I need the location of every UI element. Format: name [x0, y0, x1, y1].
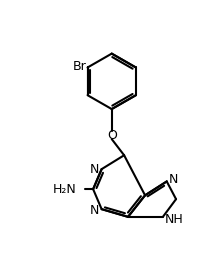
Text: Br: Br	[72, 60, 86, 73]
Text: N: N	[90, 204, 99, 217]
Text: O: O	[107, 129, 117, 142]
Text: H₂N: H₂N	[52, 183, 76, 196]
Text: NH: NH	[165, 213, 184, 226]
Text: N: N	[90, 163, 99, 176]
Text: N: N	[168, 173, 178, 186]
